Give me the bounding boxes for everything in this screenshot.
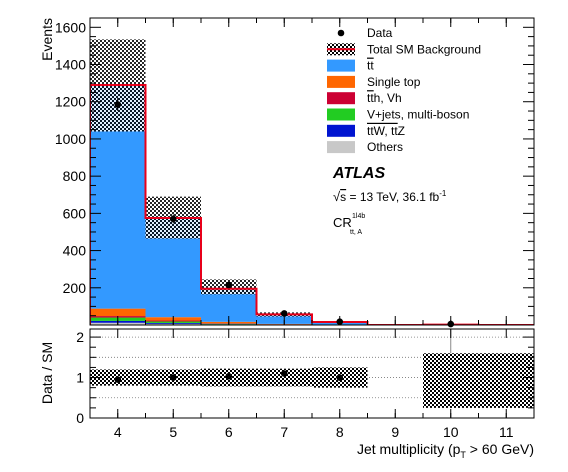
legend-marker-box bbox=[327, 60, 355, 72]
bar-4-4 bbox=[90, 309, 146, 316]
legend-entry-3: Single top bbox=[327, 75, 421, 89]
y-axis-label: Events bbox=[39, 18, 55, 61]
ratio-y-tick-label: 2 bbox=[76, 329, 84, 345]
legend-label-2: tt bbox=[367, 59, 374, 73]
ratio-y-tick-label: 0 bbox=[76, 410, 84, 426]
legend-label-3: Single top bbox=[367, 75, 421, 89]
x-tick-label: 11 bbox=[499, 424, 514, 440]
x-tick-label: 8 bbox=[336, 424, 344, 440]
legend-label-5: V+jets, multi-boson bbox=[367, 108, 469, 122]
energy-text: = 13 TeV, 36.1 fb bbox=[346, 190, 439, 204]
legend-label-1: Total SM Background bbox=[367, 42, 481, 56]
x-tick-label: 4 bbox=[114, 424, 122, 440]
data-point-7 bbox=[281, 310, 288, 317]
legend-label-suffix: h, Vh bbox=[374, 91, 402, 105]
legend-label-6: ttW, ttZ bbox=[367, 124, 405, 138]
y-tick-label: 1400 bbox=[55, 57, 86, 73]
legend-marker-data bbox=[338, 30, 345, 37]
lumi-exponent: -1 bbox=[439, 189, 447, 198]
x-axis-label-main: Jet multiplicity (p bbox=[357, 441, 461, 457]
legend-label-text: Others bbox=[367, 140, 403, 154]
y-tick-label: 1200 bbox=[55, 94, 86, 110]
legend-entry-0: Data bbox=[338, 26, 393, 40]
main-panel: 200 400 600 800 1000 1200 1400 1600 Events bbox=[39, 18, 534, 327]
y-tick-label: 1600 bbox=[55, 19, 86, 35]
ratio-uncertainty-band bbox=[90, 353, 534, 408]
data-point-5 bbox=[170, 216, 177, 223]
region-superscript: 1l4b bbox=[352, 213, 365, 220]
y-tick-label: 1000 bbox=[55, 131, 86, 147]
y-tick-label: 400 bbox=[63, 243, 87, 259]
ratio-band-10 bbox=[423, 353, 479, 408]
legend-label-text: Data bbox=[367, 26, 393, 40]
legend-entry-1: Total SM Background bbox=[327, 42, 481, 56]
legend-label-0: Data bbox=[367, 26, 393, 40]
ratio-y-axis-label: Data / SM bbox=[39, 342, 55, 404]
legend-marker-box bbox=[327, 141, 355, 153]
legend-label-text: tt bbox=[367, 59, 374, 73]
legend-label-suffix: Z bbox=[398, 124, 405, 138]
data-point-6 bbox=[225, 282, 232, 289]
x-tick-label: 6 bbox=[225, 424, 233, 440]
legend-marker-box bbox=[327, 109, 355, 121]
ratio-point-6 bbox=[225, 373, 232, 380]
region-label: CR 1l4b tt, A bbox=[333, 213, 365, 236]
x-tick-label: 10 bbox=[443, 424, 459, 440]
data-point-4 bbox=[114, 101, 121, 108]
experiment-label: ATLAS bbox=[332, 165, 385, 182]
legend-entry-4: tth, Vh bbox=[327, 91, 402, 105]
region-subscript: tt, A bbox=[350, 229, 362, 236]
x-tick-label: 9 bbox=[391, 424, 399, 440]
ratio-point-7 bbox=[281, 370, 288, 377]
legend-label-7: Others bbox=[367, 140, 403, 154]
ratio-point-4 bbox=[114, 376, 121, 383]
x-tick-label: 5 bbox=[169, 424, 177, 440]
legend-entry-2: tt bbox=[327, 59, 374, 73]
energy-lumi-label: √s = 13 TeV, 36.1 fb-1 bbox=[333, 189, 447, 204]
ratio-point-8 bbox=[336, 374, 343, 381]
x-tick-label: 7 bbox=[280, 424, 288, 440]
svg-text:√s = 13 TeV, 36.1 fb-1: √s = 13 TeV, 36.1 fb-1 bbox=[333, 189, 447, 204]
ratio-panel: 0 1 2 4 5 6 7 8 9 10 11 Data / SM bbox=[39, 329, 534, 440]
legend-label-text: ttW, tt bbox=[367, 124, 398, 138]
y-tick-label: 200 bbox=[63, 280, 87, 296]
legend-entry-6: ttW, ttZ bbox=[327, 124, 405, 138]
legend-entry-7: Others bbox=[327, 140, 403, 154]
annotations: ATLAS √s = 13 TeV, 36.1 fb-1 CR 1l4b tt,… bbox=[332, 165, 447, 236]
ratio-point-5 bbox=[170, 374, 177, 381]
legend: Data Total SM Background tt Single top tth, … bbox=[327, 26, 481, 154]
legend-marker-box bbox=[327, 125, 355, 137]
legend-marker-box bbox=[327, 76, 355, 88]
legend-label-text: V+jets, multi-boson bbox=[367, 108, 469, 122]
legend-entry-5: V+jets, multi-boson bbox=[327, 108, 469, 122]
x-axis-label: Jet multiplicity (pT > 60 GeV) bbox=[357, 441, 534, 460]
y-tick-label: 800 bbox=[63, 168, 87, 184]
legend-marker-box bbox=[327, 92, 355, 104]
y-tick-label: 600 bbox=[63, 205, 87, 221]
legend-label-4: tth, Vh bbox=[367, 91, 402, 105]
x-axis-label-tail: > 60 GeV) bbox=[466, 441, 534, 457]
region-main: CR bbox=[333, 215, 352, 230]
ratio-band-11 bbox=[479, 353, 535, 408]
ratio-y-tick-label: 1 bbox=[76, 370, 84, 386]
legend-label-text: Total SM Background bbox=[367, 42, 481, 56]
legend-label-text: Single top bbox=[367, 75, 421, 89]
